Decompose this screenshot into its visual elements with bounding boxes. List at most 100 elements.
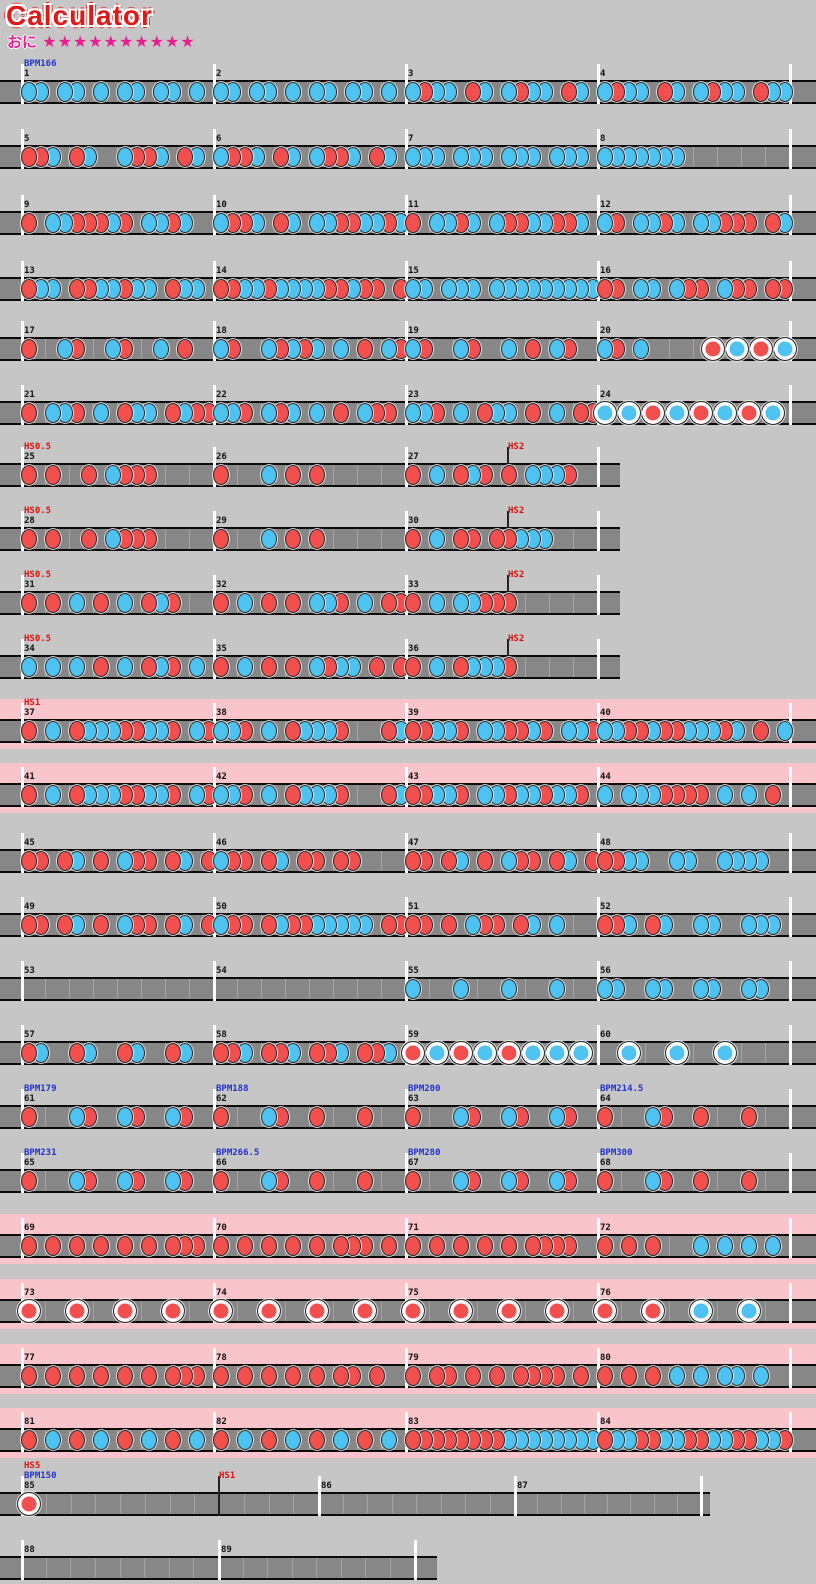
don-note-red: [405, 465, 421, 485]
don-note-red: [165, 279, 181, 299]
don-note-red: [309, 1366, 325, 1386]
measure-number: 52: [600, 902, 611, 912]
measure-number: 82: [216, 1417, 227, 1427]
ka-note-blue: [741, 785, 757, 805]
big-don-note-red: [305, 1299, 329, 1323]
ka-note-blue: [597, 785, 613, 805]
beat-line: [144, 1558, 146, 1578]
beat-line: [141, 339, 142, 359]
don-note-red: [21, 593, 37, 613]
don-note-red: [81, 529, 97, 549]
don-note-red: [213, 1366, 229, 1386]
ka-note-blue: [213, 82, 229, 102]
measure-number: 36: [408, 644, 419, 654]
don-note-red: [333, 1236, 349, 1256]
don-note-red: [285, 593, 301, 613]
beat-line: [333, 1301, 334, 1321]
ka-note-blue: [153, 82, 169, 102]
beat-line: [525, 657, 526, 677]
ka-note-blue: [453, 1107, 469, 1127]
don-note-red: [309, 1171, 325, 1191]
beat-line: [285, 1301, 286, 1321]
don-note-red: [381, 785, 397, 805]
don-note-red: [261, 915, 277, 935]
big-don-note-red: [641, 401, 665, 425]
beat-line: [717, 1171, 718, 1191]
beat-line: [316, 1558, 317, 1578]
ka-note-blue: [741, 979, 757, 999]
beat-line: [645, 1043, 646, 1063]
don-note-red: [117, 1430, 133, 1450]
measure-number: 3: [408, 69, 414, 79]
ka-note-blue: [69, 1171, 85, 1191]
measure-number: 34: [24, 644, 35, 654]
don-note-red: [237, 1236, 253, 1256]
don-note-red: [597, 1107, 613, 1127]
measure-number: 49: [24, 902, 35, 912]
ka-note-blue: [189, 82, 205, 102]
big-don-note-red: [449, 1041, 473, 1065]
measure-number: 27: [408, 452, 419, 462]
measure-line: [789, 1089, 792, 1129]
bpm-label: BPM300: [600, 1148, 633, 1158]
don-note-red: [285, 465, 301, 485]
beat-line: [549, 593, 550, 613]
beat-line: [45, 1107, 46, 1127]
ka-note-blue: [429, 593, 445, 613]
beat-line: [653, 1494, 655, 1514]
don-note-red: [405, 915, 421, 935]
ka-note-blue: [333, 1430, 349, 1450]
ka-note-blue: [429, 213, 445, 233]
difficulty-stars: ★★★★★★★★★★: [42, 32, 196, 51]
don-note-red: [45, 593, 61, 613]
measure-number: 2: [216, 69, 222, 79]
beat-line: [333, 1171, 334, 1191]
don-note-red: [453, 657, 469, 677]
ka-note-blue: [213, 785, 229, 805]
don-note-red: [21, 1430, 37, 1450]
measure-number: 50: [216, 902, 227, 912]
don-note-red: [117, 1043, 133, 1063]
big-don-note-red: [113, 1299, 137, 1323]
ka-note-blue: [645, 1171, 661, 1191]
ka-note-blue: [117, 1107, 133, 1127]
ka-note-blue: [141, 213, 157, 233]
ka-note-blue: [213, 851, 229, 871]
ka-note-blue: [717, 851, 733, 871]
ka-note-blue: [45, 403, 61, 423]
bpm-label: BPM166: [24, 59, 57, 69]
measure-number: 28: [24, 516, 35, 526]
ka-note-blue: [597, 147, 613, 167]
don-note-red: [93, 1366, 109, 1386]
ka-note-blue: [645, 979, 661, 999]
ka-note-blue: [429, 657, 445, 677]
don-note-red: [213, 1430, 229, 1450]
measure-number: 64: [600, 1094, 611, 1104]
measure-line: [789, 961, 792, 1001]
don-note-red: [765, 279, 781, 299]
ka-note-blue: [105, 465, 121, 485]
ka-note-blue: [213, 721, 229, 741]
ka-note-blue: [309, 82, 325, 102]
big-don-note-red: [749, 337, 773, 361]
don-note-red: [213, 1171, 229, 1191]
beat-line: [94, 1558, 96, 1578]
ka-note-blue: [21, 82, 37, 102]
big-ka-note-blue: [473, 1041, 497, 1065]
measure-number: 55: [408, 966, 419, 976]
don-note-red: [45, 465, 61, 485]
ka-note-blue: [261, 339, 277, 359]
measure-number: 86: [321, 1481, 332, 1491]
beat-line: [69, 979, 70, 999]
beat-line: [309, 979, 310, 999]
beat-line: [93, 979, 94, 999]
measure-number: 73: [24, 1288, 35, 1298]
ka-note-blue: [69, 1107, 85, 1127]
big-don-note-red: [497, 1299, 521, 1323]
ka-note-blue: [69, 657, 85, 677]
ka-note-blue: [21, 657, 37, 677]
don-note-red: [69, 1366, 85, 1386]
beat-line: [621, 1301, 622, 1321]
don-note-red: [357, 1043, 373, 1063]
don-note-red: [369, 147, 385, 167]
